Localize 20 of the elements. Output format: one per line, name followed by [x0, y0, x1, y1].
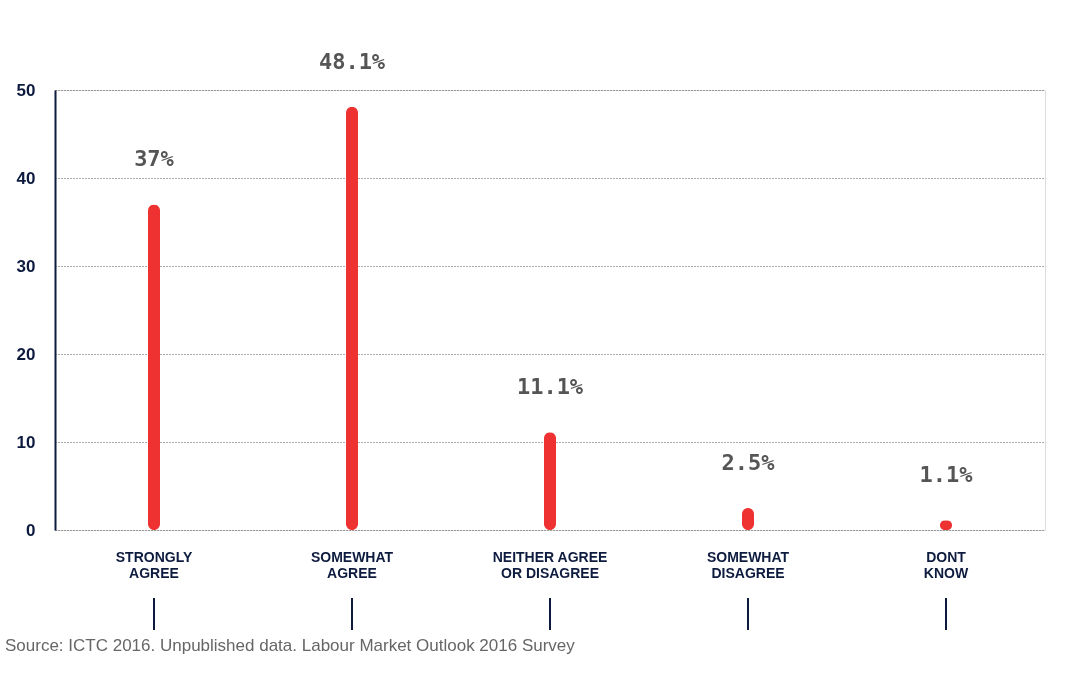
data-label: 48.1% [318, 48, 386, 74]
x-tick-label: STRONGLY AGREE [115, 548, 193, 581]
y-tick-label: 30 [16, 256, 36, 276]
x-tick-label: SOMEWHAT AGREE [310, 548, 394, 581]
y-tick-label: 40 [16, 168, 36, 188]
bar [148, 204, 160, 530]
bar [544, 432, 556, 530]
data-label: 2.5% [721, 450, 776, 475]
source-note: Source: ICTC 2016. Unpublished data. Labour Market Outlook 2016 Survey [5, 636, 576, 655]
x-tick-label: SOMEWHAT DISAGREE [706, 548, 790, 581]
y-tick-label: 20 [16, 344, 36, 364]
x-tick-label: DONT KNOW [923, 548, 969, 581]
x-tick-label: NEITHER AGREE OR DISAGREE [492, 548, 608, 581]
y-tick-label: 0 [26, 520, 36, 540]
y-tick-label: 10 [16, 432, 36, 452]
bar [346, 106, 358, 530]
y-tick-label: 50 [16, 80, 36, 100]
data-label: 37% [134, 146, 175, 172]
data-label: 1.1% [919, 462, 974, 488]
data-label: 11.1% [516, 374, 584, 400]
